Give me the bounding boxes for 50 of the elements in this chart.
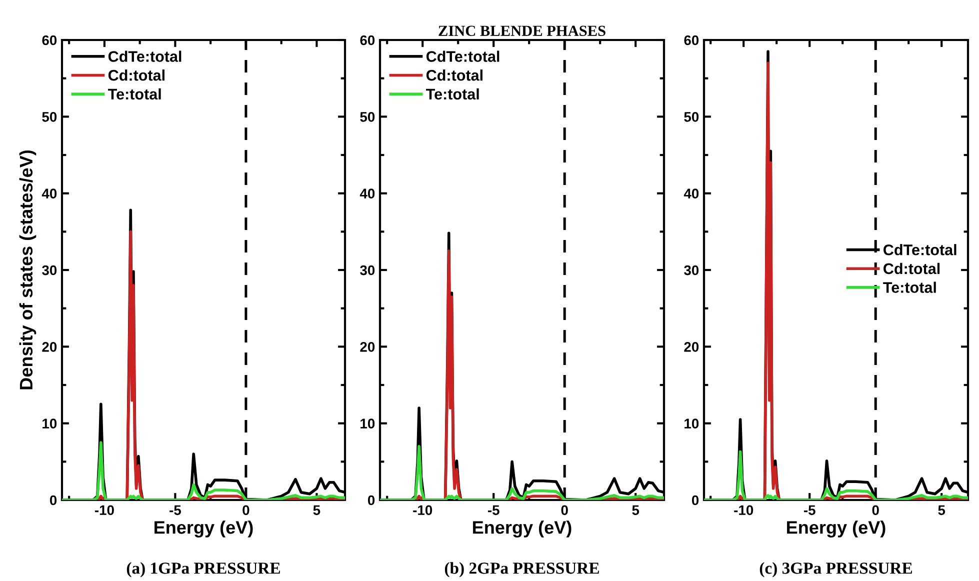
legend-label: CdTe:total — [108, 50, 182, 62]
x-tick-label: 0 — [872, 505, 879, 516]
y-tick-label: 30 — [42, 265, 57, 276]
x-tick-label: -5 — [170, 505, 181, 516]
legend-label: Cd:total — [108, 70, 164, 81]
y-tick-label: 60 — [42, 35, 57, 46]
y-tick-label: 30 — [684, 265, 699, 276]
x-tick-label: 0 — [561, 505, 568, 516]
x-tick-label: 5 — [938, 505, 946, 516]
y-tick-label: 40 — [684, 188, 699, 199]
y-tick-label: 20 — [360, 342, 375, 352]
text: (c) 3GPa PRESSURE — [760, 562, 912, 578]
y-tick-label: 60 — [684, 35, 699, 46]
text: (a) 1GPa PRESSURE — [126, 562, 280, 578]
x-tick-label: 0 — [242, 505, 250, 516]
legend-label: Te:total — [426, 88, 479, 100]
x-tick-label: 5 — [632, 505, 640, 516]
y-tick-label: 20 — [42, 342, 57, 352]
y-tick-label: 20 — [684, 342, 699, 352]
y-tick-label: 0 — [50, 495, 57, 506]
x-tick-label: -5 — [804, 505, 816, 516]
legend-label: CdTe:total — [884, 244, 956, 256]
y-tick-label: 10 — [360, 418, 375, 429]
y-tick-label: 30 — [360, 265, 375, 276]
x-tick-label: -10 — [413, 505, 432, 516]
x-tick-label: 5 — [313, 505, 320, 516]
y-tick-label: 10 — [684, 418, 699, 429]
text: (b) 2GPa PRESSURE — [444, 562, 599, 578]
chart-title: ZINC BLENDE PHASES — [438, 26, 606, 36]
legend-label: Cd:total — [426, 70, 482, 81]
y-tick-label: 0 — [368, 495, 375, 506]
y-tick-label: 60 — [360, 35, 375, 46]
legend-label: Te:total — [108, 88, 161, 100]
y-tick-label: 0 — [692, 495, 699, 506]
x-axis-title: Energy (eV) — [787, 520, 886, 538]
legend-label: Cd:total — [884, 262, 940, 274]
y-tick-label: 40 — [360, 188, 375, 199]
y-tick-label: 50 — [360, 112, 375, 122]
legend-label: Te:total — [883, 282, 936, 293]
y-tick-label: 40 — [42, 188, 57, 199]
x-tick-label: -5 — [488, 505, 500, 516]
x-tick-label: -10 — [94, 505, 114, 516]
y-axis-title: Density of states (states/eV) — [19, 150, 36, 390]
legend-label: CdTe:total — [426, 50, 500, 62]
y-tick-label: 10 — [42, 418, 57, 429]
x-tick-label: -10 — [734, 505, 754, 516]
y-tick-label: 50 — [684, 112, 699, 122]
x-axis-title: Energy (eV) — [154, 520, 253, 538]
x-axis-title: Energy (eV) — [473, 520, 572, 538]
y-tick-label: 50 — [42, 112, 57, 122]
